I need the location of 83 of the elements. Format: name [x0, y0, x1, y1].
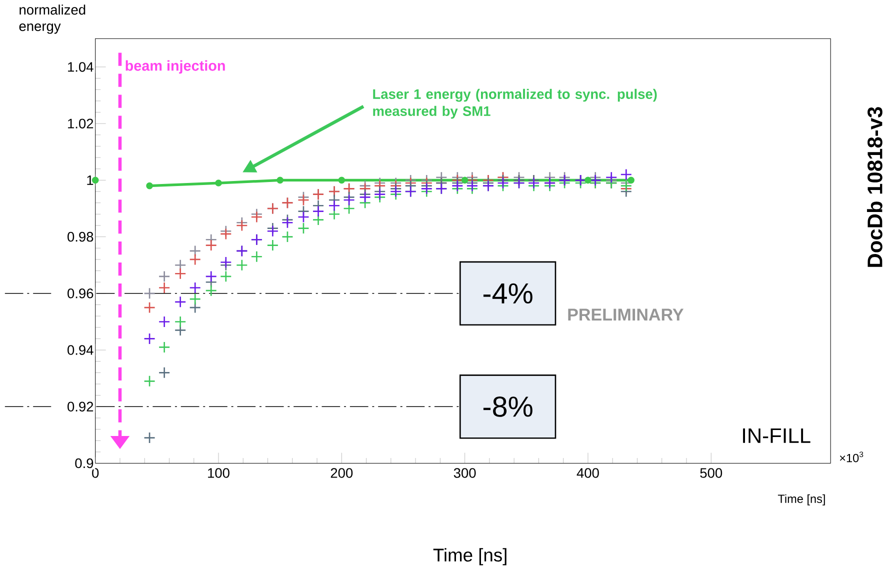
x-tick-label: 400	[576, 468, 599, 478]
point	[146, 182, 153, 190]
point	[466, 180, 478, 192]
text: Time [ns]	[433, 548, 506, 566]
annotation: Laser 1 energy (normalized to sync. pulse) measured by SM1	[373, 88, 657, 119]
point	[420, 182, 433, 194]
point	[328, 208, 340, 220]
point	[312, 205, 324, 218]
point	[359, 191, 371, 203]
x-tick-label: 300	[454, 468, 476, 478]
annotation: -4%	[483, 283, 532, 304]
point	[452, 180, 464, 192]
text: DocDb 10818-v3	[866, 106, 882, 267]
point	[298, 194, 310, 206]
point	[298, 222, 310, 234]
point	[174, 268, 186, 280]
point	[298, 210, 310, 223]
annotation: IN-FILL	[743, 428, 810, 443]
y-tick-label: 1.04	[68, 62, 94, 72]
point	[343, 202, 355, 214]
point	[266, 239, 279, 251]
point	[343, 194, 355, 206]
point	[189, 253, 202, 266]
point	[390, 185, 402, 198]
point	[189, 282, 202, 294]
point	[250, 210, 263, 223]
point	[158, 316, 170, 328]
point	[338, 176, 346, 184]
point	[584, 176, 592, 184]
point	[189, 244, 202, 257]
y-tick-label: 0.96	[68, 288, 94, 298]
point	[620, 180, 632, 192]
point	[205, 239, 218, 251]
y-tick-label: 0.92	[68, 402, 94, 412]
point	[236, 259, 248, 271]
text: ×10$^{3}$	[840, 451, 864, 462]
y-tick-label: 0.98	[68, 232, 94, 242]
point	[497, 176, 509, 189]
point	[236, 219, 248, 232]
point	[220, 228, 232, 240]
point	[328, 200, 340, 212]
point	[205, 284, 218, 296]
point	[215, 179, 222, 186]
point	[282, 230, 294, 242]
point	[158, 341, 170, 353]
x-tick-label: 100	[208, 468, 230, 478]
point	[174, 324, 186, 336]
point	[374, 188, 386, 200]
point	[174, 296, 186, 308]
point	[174, 316, 186, 328]
point	[220, 270, 232, 282]
point	[282, 216, 294, 228]
point	[250, 250, 263, 262]
y-axis-title: normalized energy	[19, 4, 86, 34]
point	[628, 176, 634, 184]
point	[205, 270, 218, 282]
y-tick-label: 1.02	[68, 118, 94, 128]
point	[528, 176, 540, 189]
point	[174, 259, 186, 271]
x-axis-title: Time [ns]	[778, 494, 825, 506]
annotation: PRELIMINARY	[568, 308, 684, 320]
point	[276, 176, 284, 184]
point	[144, 332, 156, 344]
y-tick-label: 0.94	[68, 344, 94, 355]
point	[144, 375, 156, 387]
point	[220, 256, 232, 268]
point	[144, 287, 156, 300]
ref-line-label: beam injection	[126, 60, 225, 74]
annotation: -8%	[483, 396, 532, 417]
y-tick-label: 0.9	[75, 458, 94, 468]
point	[158, 366, 170, 378]
point	[158, 282, 170, 294]
x-tick-label: 200	[330, 468, 353, 478]
x-tick-label: 500	[700, 468, 722, 478]
point	[189, 292, 202, 305]
point	[144, 301, 156, 314]
point	[605, 171, 618, 184]
point	[620, 168, 632, 180]
point	[461, 176, 468, 184]
point	[312, 214, 324, 226]
point	[144, 432, 156, 444]
point	[158, 270, 170, 282]
point	[266, 225, 279, 237]
